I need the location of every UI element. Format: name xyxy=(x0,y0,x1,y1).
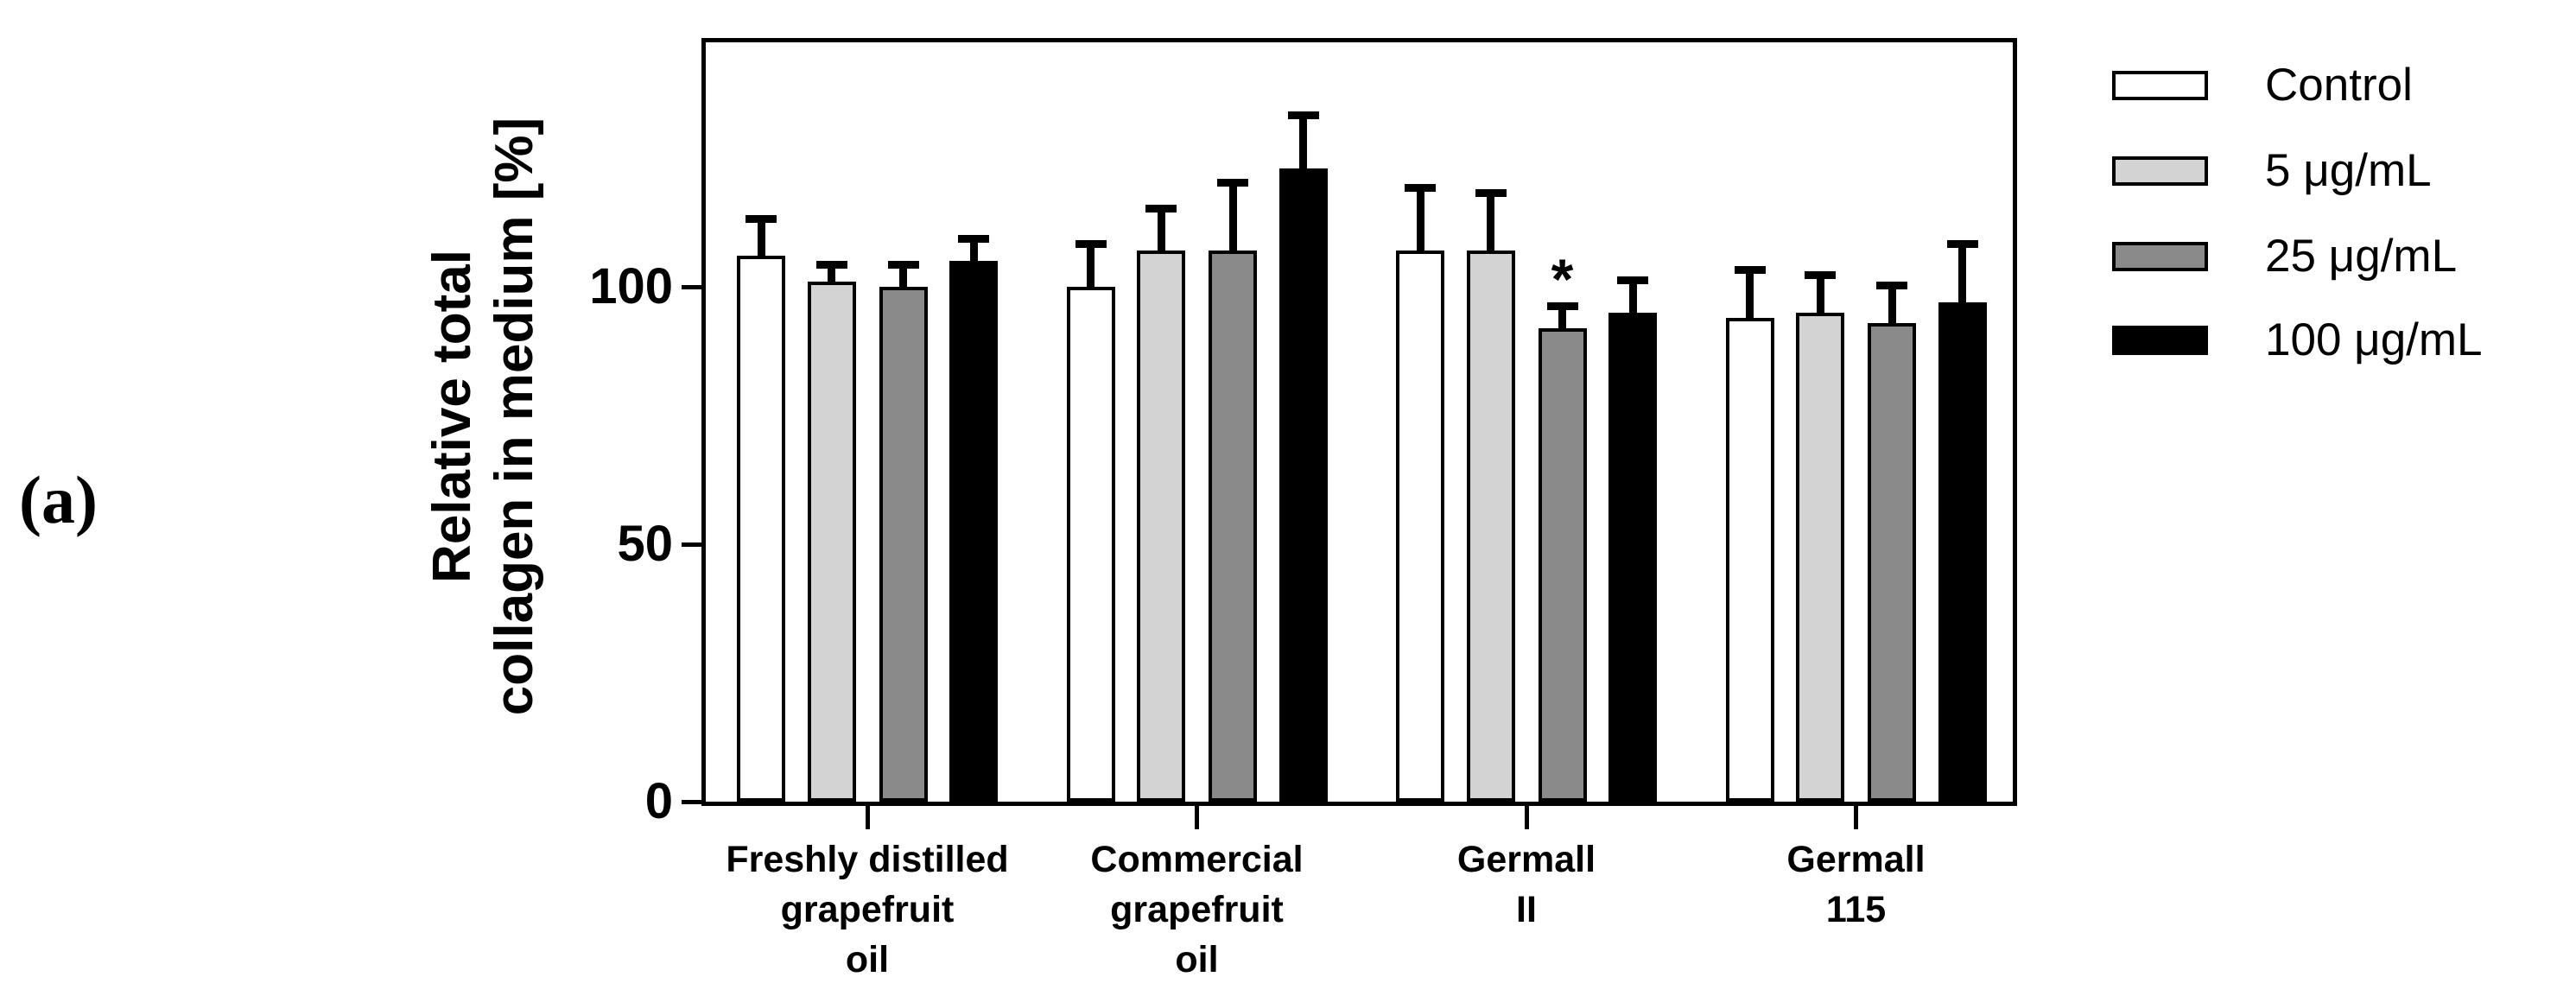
bar-freshly-distilled-grapefruit-oil-control xyxy=(737,256,785,802)
bar-germall-115-100-g-ml xyxy=(1938,301,1987,802)
x-category-label-line: oil xyxy=(845,939,890,980)
x-category-label-line: Germall xyxy=(1456,839,1596,880)
legend-swatch-25-g-ml xyxy=(2112,242,2208,271)
bar-germall-115-5-g-ml xyxy=(1796,312,1844,802)
error-cap-germall-ii-100-g-ml xyxy=(1617,276,1648,285)
error-cap-freshly-distilled-grapefruit-oil-25-g-ml xyxy=(887,261,919,270)
bar-germall-ii-5-g-ml xyxy=(1466,251,1515,802)
bar-germall-115-control xyxy=(1725,317,1774,802)
y-tick-label-0: 0 xyxy=(644,773,673,829)
error-cap-germall-115-25-g-ml xyxy=(1876,282,1907,290)
error-cap-germall-115-100-g-ml xyxy=(1946,240,1978,249)
error-cap-freshly-distilled-grapefruit-oil-5-g-ml xyxy=(815,261,847,270)
error-cap-freshly-distilled-grapefruit-oil-100-g-ml xyxy=(958,235,989,244)
y-axis-tick xyxy=(682,800,701,804)
y-tick-label-50: 50 xyxy=(617,516,673,572)
error-cap-germall-ii-control xyxy=(1405,183,1436,192)
error-bar-commercial-grapefruit-oil-control xyxy=(1087,240,1094,289)
y-axis-title-line-1: Relative total xyxy=(422,250,482,583)
bar-freshly-distilled-grapefruit-oil-100-g-ml xyxy=(949,261,998,802)
bar-germall-ii-25-g-ml xyxy=(1538,327,1587,802)
legend-swatch-100-g-ml xyxy=(2112,326,2208,355)
bar-germall-115-25-g-ml xyxy=(1868,322,1916,802)
error-bar-germall-115-100-g-ml xyxy=(1958,240,1966,305)
error-bar-freshly-distilled-grapefruit-oil-control xyxy=(757,214,765,259)
y-axis-tick xyxy=(682,542,701,547)
error-cap-germall-115-control xyxy=(1734,266,1766,275)
bar-commercial-grapefruit-oil-100-g-ml xyxy=(1278,168,1328,802)
y-axis-title-line-2: collagen in medium [%] xyxy=(485,117,544,716)
legend-swatch-5-g-ml xyxy=(2112,156,2208,186)
error-bar-freshly-distilled-grapefruit-oil-5-g-ml xyxy=(828,261,835,285)
error-bar-germall-ii-5-g-ml xyxy=(1487,188,1494,254)
bar-germall-ii-control xyxy=(1396,251,1444,802)
bar-freshly-distilled-grapefruit-oil-25-g-ml xyxy=(879,287,928,802)
error-bar-germall-ii-100-g-ml xyxy=(1628,276,1637,315)
legend-label-100-g-ml: 100 μg/mL xyxy=(2265,314,2483,365)
error-cap-commercial-grapefruit-oil-100-g-ml xyxy=(1287,111,1319,120)
error-bar-germall-ii-25-g-ml xyxy=(1558,301,1566,331)
error-cap-commercial-grapefruit-oil-control xyxy=(1075,240,1107,249)
x-axis-tick xyxy=(1854,806,1858,829)
legend-label-control: Control xyxy=(2265,60,2413,111)
error-bar-germall-115-25-g-ml xyxy=(1888,282,1896,326)
error-bar-commercial-grapefruit-oil-5-g-ml xyxy=(1157,204,1165,254)
y-tick-label-100: 100 xyxy=(589,258,673,314)
x-category-label-line: Freshly distilled xyxy=(726,839,1009,880)
x-category-label-line: Germall xyxy=(1786,839,1926,880)
y-axis-tick xyxy=(682,285,701,289)
bar-freshly-distilled-grapefruit-oil-5-g-ml xyxy=(807,282,856,802)
x-category-label-line: grapefruit xyxy=(780,889,955,930)
error-bar-germall-115-control xyxy=(1746,266,1754,320)
x-category-label-line: II xyxy=(1516,889,1537,930)
error-bar-germall-ii-control xyxy=(1416,183,1424,254)
bar-commercial-grapefruit-oil-5-g-ml xyxy=(1137,251,1185,802)
error-bar-freshly-distilled-grapefruit-oil-100-g-ml xyxy=(969,235,978,264)
error-bar-germall-115-5-g-ml xyxy=(1816,271,1824,315)
x-category-label-line: oil xyxy=(1175,939,1219,980)
x-category-label-commercial-grapefruit-oil: Commercial grapefruit oil xyxy=(999,834,1396,985)
bar-germall-ii-100-g-ml xyxy=(1608,312,1657,802)
bar-commercial-grapefruit-oil-control xyxy=(1066,287,1115,802)
y-axis-title: Relative total collagen in medium [%] xyxy=(422,117,546,715)
x-category-label-line: Commercial xyxy=(1090,839,1304,880)
error-bar-freshly-distilled-grapefruit-oil-25-g-ml xyxy=(899,261,907,289)
error-cap-germall-115-5-g-ml xyxy=(1805,271,1836,280)
panel-label: (a) xyxy=(19,462,98,537)
x-axis-tick xyxy=(1524,806,1529,829)
legend-swatch-control xyxy=(2112,71,2208,100)
error-bar-commercial-grapefruit-oil-100-g-ml xyxy=(1299,111,1307,171)
x-category-label-line: grapefruit xyxy=(1110,889,1284,930)
plot-area xyxy=(701,38,2017,806)
error-cap-commercial-grapefruit-oil-5-g-ml xyxy=(1145,204,1177,213)
significance-asterisk: * xyxy=(1551,246,1574,311)
x-category-label-freshly-distilled-grapefruit-oil: Freshly distilled grapefruit oil xyxy=(669,834,1066,985)
error-bar-commercial-grapefruit-oil-25-g-ml xyxy=(1228,178,1237,254)
error-cap-freshly-distilled-grapefruit-oil-control xyxy=(746,214,777,223)
error-cap-commercial-grapefruit-oil-25-g-ml xyxy=(1217,178,1248,187)
bar-commercial-grapefruit-oil-25-g-ml xyxy=(1209,251,1257,802)
legend-label-5-g-ml: 5 μg/mL xyxy=(2265,145,2432,196)
error-cap-germall-ii-5-g-ml xyxy=(1475,188,1507,197)
x-category-label-germall-ii: Germall II xyxy=(1328,834,1725,935)
error-cap-germall-ii-25-g-ml xyxy=(1546,301,1578,310)
x-axis-tick xyxy=(865,806,870,829)
x-category-label-line: 115 xyxy=(1825,889,1887,930)
legend-label-25-g-ml: 25 μg/mL xyxy=(2265,231,2458,282)
x-axis-tick xyxy=(1195,806,1199,829)
x-category-label-germall-115: Germall 115 xyxy=(1658,834,2055,935)
